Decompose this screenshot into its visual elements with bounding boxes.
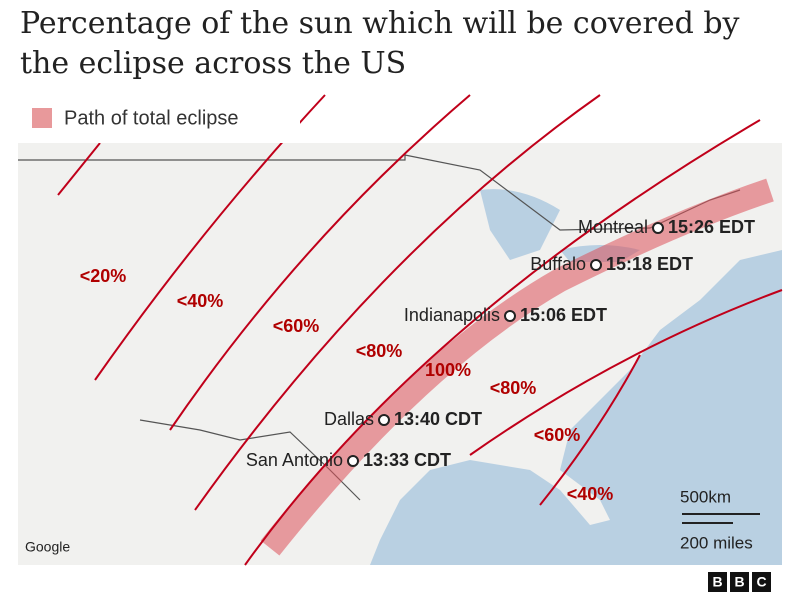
- title: Percentage of the sun which will be cove…: [20, 6, 740, 81]
- logo-letter: C: [756, 574, 766, 590]
- city-time: 15:26 EDT: [668, 217, 755, 237]
- contour-line: [469, 289, 783, 456]
- contour-label: <60%: [273, 316, 320, 336]
- contour-label: <20%: [80, 266, 127, 286]
- city-time: 13:33 CDT: [363, 450, 451, 470]
- contour-label: <80%: [490, 378, 537, 398]
- contour-line: [244, 119, 761, 566]
- city-dot: [347, 455, 359, 467]
- contour-label: <80%: [356, 341, 403, 361]
- city-dot: [652, 222, 664, 234]
- city-time: 15:18 EDT: [606, 254, 693, 274]
- scale-miles: 200 miles: [680, 533, 753, 552]
- scale-km: 500km: [680, 487, 731, 506]
- logo-box: [752, 572, 771, 592]
- contour-label: <40%: [177, 291, 224, 311]
- totality-path: [260, 178, 774, 556]
- contour-line: [539, 354, 641, 506]
- city-dot: [378, 414, 390, 426]
- legend-box: [18, 95, 300, 143]
- logo-letter: B: [734, 574, 744, 590]
- logo-box: [708, 572, 727, 592]
- contour-line: [57, 142, 101, 196]
- contour-line: [194, 94, 601, 511]
- city-name: Montreal: [578, 217, 648, 237]
- legend-label: Path of total eclipse: [64, 107, 239, 129]
- city-dot: [504, 310, 516, 322]
- city-name: Buffalo: [530, 254, 586, 274]
- map-area: [18, 143, 782, 565]
- contour-label: <40%: [567, 484, 614, 504]
- city-dot: [590, 259, 602, 271]
- contour-label: <60%: [534, 425, 581, 445]
- city-name: Indianapolis: [404, 305, 500, 325]
- great-lakes: [480, 189, 640, 262]
- city-name: San Antonio: [246, 450, 343, 470]
- logo-box: [730, 572, 749, 592]
- city-time: 13:40 CDT: [394, 409, 482, 429]
- city-time: 15:06 EDT: [520, 305, 607, 325]
- logo-letter: B: [712, 574, 722, 590]
- contour-line: [169, 94, 471, 431]
- attribution: Google: [25, 539, 70, 555]
- contour-label: 100%: [425, 360, 471, 380]
- city-name: Dallas: [324, 409, 374, 429]
- legend-swatch: [32, 108, 52, 128]
